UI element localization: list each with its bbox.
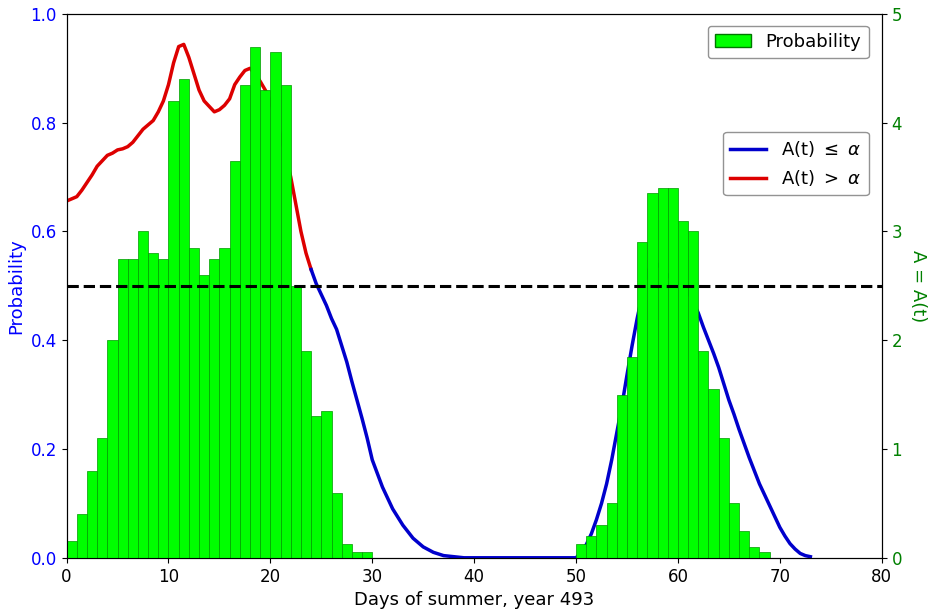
Bar [678, 221, 688, 557]
Bar [158, 259, 168, 557]
Bar [178, 79, 189, 557]
Bar [718, 438, 729, 557]
Bar [250, 47, 261, 557]
Bar [647, 193, 658, 557]
Bar [199, 275, 209, 557]
Bar [87, 471, 97, 557]
Bar [189, 248, 199, 557]
Bar [688, 232, 699, 557]
Bar [587, 536, 597, 557]
Y-axis label: A = A(t): A = A(t) [909, 249, 927, 322]
Bar [138, 232, 149, 557]
Bar [118, 259, 128, 557]
Bar [128, 259, 138, 557]
Bar [668, 188, 678, 557]
Bar [759, 553, 770, 557]
Bar [637, 242, 647, 557]
Bar [616, 395, 627, 557]
Bar [658, 188, 668, 557]
Bar [219, 248, 230, 557]
Bar [97, 438, 107, 557]
X-axis label: Days of summer, year 493: Days of summer, year 493 [354, 591, 594, 609]
Bar [240, 84, 250, 557]
Bar [321, 411, 332, 557]
Bar [280, 84, 290, 557]
Bar [342, 544, 352, 557]
Bar [739, 530, 749, 557]
Bar [749, 547, 759, 557]
Bar [362, 553, 373, 557]
Bar [290, 286, 301, 557]
Bar [627, 357, 637, 557]
Bar [270, 52, 280, 557]
Bar [77, 514, 87, 557]
Bar [597, 525, 606, 557]
Bar [261, 90, 270, 557]
Bar [107, 340, 118, 557]
Bar [301, 351, 311, 557]
Bar [66, 541, 77, 557]
Bar [332, 493, 342, 557]
Y-axis label: Probability: Probability [7, 238, 25, 334]
Bar [729, 503, 739, 557]
Bar [709, 389, 718, 557]
Bar [311, 416, 321, 557]
Bar [149, 253, 158, 557]
Bar [352, 553, 362, 557]
Bar [209, 259, 219, 557]
Bar [168, 101, 178, 557]
Bar [606, 503, 616, 557]
Bar [576, 544, 587, 557]
Legend: A(t) $\leq$ $\alpha$, A(t) $>$ $\alpha$: A(t) $\leq$ $\alpha$, A(t) $>$ $\alpha$ [723, 132, 869, 195]
Bar [230, 161, 240, 557]
Bar [699, 351, 709, 557]
